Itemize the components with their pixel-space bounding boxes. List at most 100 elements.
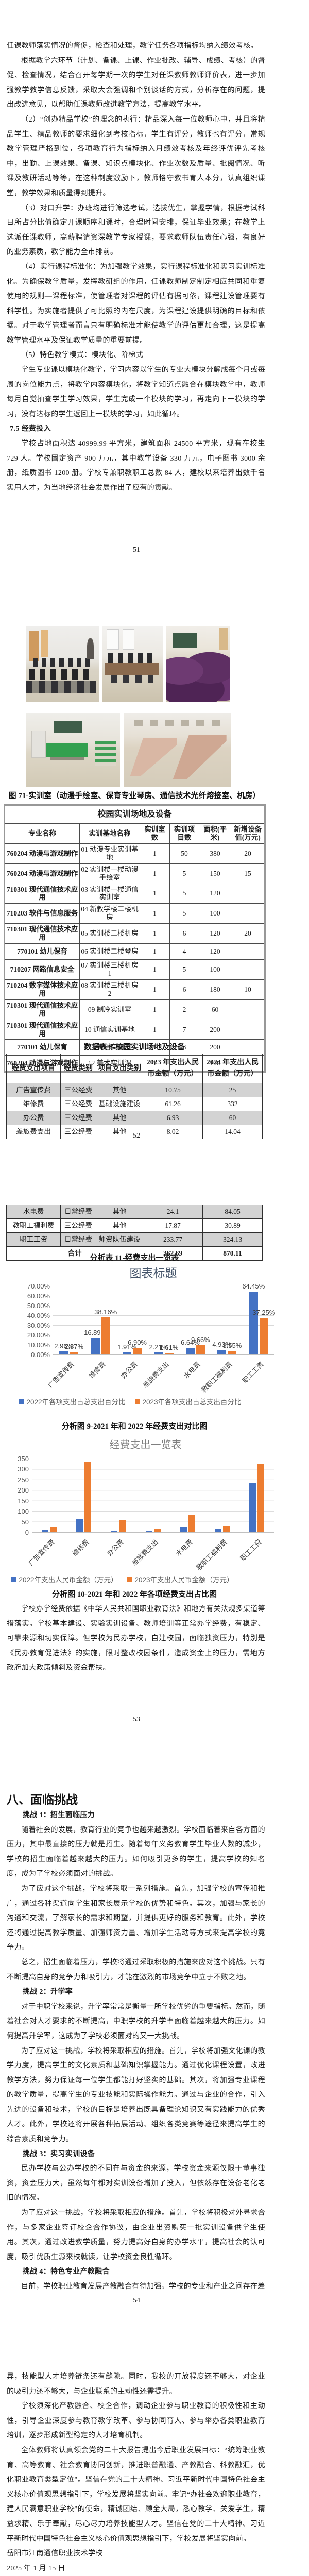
bar-data-label: 2.21% — [149, 1343, 168, 1351]
table-cell: 84.05 — [202, 1205, 263, 1219]
sub-heading: 挑战 1：招生面临压力 — [22, 1811, 95, 1819]
table-cell: 日常经费 — [60, 1232, 96, 1247]
table-row: 770101 幼儿保育 06 实训楼二楼琴房 1 4 120 — [4, 943, 266, 960]
bar-blue — [185, 1348, 195, 1354]
table-cell: 870.11 — [202, 1246, 263, 1261]
bar-data-label: 1.61% — [159, 1343, 179, 1351]
table-cell: 200 — [199, 1019, 231, 1040]
bar-blue — [59, 1351, 68, 1354]
table-cell: 60 — [202, 1111, 263, 1125]
paragraph: 目前，学校职业教育发展产教融合有待加强。学校的专业和产业之间存在差 — [21, 2283, 265, 2291]
photo-piano-room — [166, 626, 230, 702]
table-header-cell: 专业名称 — [4, 823, 80, 844]
bar-blue — [214, 1528, 221, 1532]
page54-text-block: 挑战 1：招生面临压力 随着社会的发展，教育行业的竞争也越来越激烈。学校面临着来自… — [7, 1808, 265, 2295]
wood-table-shape — [173, 735, 227, 779]
x-axis-labels: 广告宣传费 维修费 办公费 差旅费支出 水电费 教职工福利费 职工工资 — [46, 1355, 274, 1395]
table-cell: 710207 网路信息安全 — [4, 959, 80, 980]
table-title-cell: 校园实训场地及设备 — [4, 805, 266, 824]
table-cell: 三公经费 — [60, 1125, 96, 1139]
table-row: 710204 数字媒体技术应用 08 实训楼三楼机房 2 1 6 180 10 — [4, 979, 266, 1000]
table-row: 710301 现代通信技术应用 10 通信实训基地 1 7 200 — [4, 1019, 266, 1040]
bar-data-label: 3.55% — [222, 1342, 242, 1350]
table-cell: 1 — [140, 959, 170, 980]
window-shape — [123, 629, 135, 650]
data-table-8-caption: 数据表 8-校园实训场地及设备 — [83, 1043, 185, 1052]
table-row: 差旅费支出 三公经费 其他 8.02 14.04 — [6, 1125, 263, 1139]
table-cell: 三公经费 — [60, 1111, 96, 1125]
bar-blue — [217, 1349, 227, 1354]
monitor-row-shape — [33, 658, 92, 667]
bar-orange — [133, 1347, 142, 1354]
analysis-table-11-caption: 分析表 11-经费支出一览表 — [90, 1254, 179, 1262]
photo-computer-lab-2 — [102, 626, 163, 702]
desk-shape — [104, 663, 159, 675]
table-header-cell: 实训室数 — [140, 823, 170, 844]
bar-blue — [249, 1483, 256, 1532]
table-cell: 5 — [169, 903, 199, 924]
table-cell: 其他 — [96, 1125, 143, 1139]
table-cell: 1 — [140, 1019, 170, 1040]
table-row: 760204 动漫与游戏制作 01 动漫专业实训基地 1 50 380 20 — [4, 843, 266, 864]
table-row: 710301 现代通信技术应用 03 实训楼一楼通信实训室 1 5 120 — [4, 883, 266, 904]
table-cell: 5 — [169, 883, 199, 904]
table-cell: 11 舞蹈实训室 — [79, 1039, 140, 1056]
y-tick-label: 0.00% — [31, 1351, 50, 1359]
table-cell: 30.89 — [202, 1218, 263, 1233]
chart-plot-area: 70.00% 60.00% 50.00% 40.00% 30.00% 20.00% 10.0… — [27, 1282, 278, 1359]
table-cell: 6.93 — [143, 1111, 203, 1125]
table-cell: 770101 幼儿保育 — [4, 943, 80, 960]
table-cell: 20 — [230, 923, 266, 944]
paragraph: 学生专业课以模块化教学，学习内容以学生的专业大模块分解成每个月或每周的岗位能力点… — [7, 366, 265, 418]
paragraph: （3）对口升学：办班均进行筛选考试，选拔优生，掌握学情，根据考试科目所占分比值确… — [7, 204, 265, 257]
paragraph: 岳阳市江南通信职业技术学校 — [7, 2550, 103, 2558]
plot-gridlines: 2.96% 16.89% 1.91% 2.21% 6.64% 4.93% 64.45% 2.8… — [53, 1282, 275, 1355]
bar-orange — [188, 1514, 195, 1532]
table-cell: 150 — [199, 863, 231, 884]
bar-orange — [228, 1351, 237, 1354]
bar-orange — [101, 1317, 110, 1354]
bar-blue — [91, 1337, 100, 1354]
bar-data-label: 2.87% — [64, 1342, 84, 1350]
table-cell: 08 实训楼三楼机房 2 — [79, 979, 140, 1000]
legend-swatch — [19, 1399, 24, 1404]
bar-orange — [70, 1351, 79, 1354]
y-tick-label: 300 — [18, 1465, 29, 1473]
table-header-cell: 项目支出类别 — [96, 1054, 143, 1083]
photo-computer-lab-1 — [26, 626, 99, 702]
y-tick-label: 50 — [21, 1518, 29, 1526]
bar-blue — [154, 1352, 163, 1354]
table-cell: 教职工福利费 — [6, 1218, 61, 1233]
table-cell: 5 — [169, 959, 199, 980]
bar-orange — [222, 1526, 230, 1532]
table-cell: 4 — [169, 943, 199, 960]
legend-label: 2023年支出人民币金额（万元） — [134, 1576, 234, 1584]
monitor-row-shape — [28, 668, 94, 680]
page-number-51: 51 — [133, 546, 140, 554]
table-cell: 09 制冷实训室 — [79, 999, 140, 1020]
legend-label: 2023年各项支出占总支出百分比 — [142, 1398, 242, 1406]
y-tick-label: 30.00% — [27, 1321, 50, 1329]
table-header-cell: 实训基地名称 — [79, 823, 140, 844]
analysis-figure-9-caption: 分析图 9-2021 年和 2022 年经费支出对比图 — [61, 1422, 208, 1431]
bar-orange — [119, 1519, 126, 1532]
table-cell: 1 — [140, 923, 170, 944]
paragraph: 2025 年 1 月 15 日 — [7, 2564, 65, 2572]
table-cell: 其他 — [96, 1083, 143, 1097]
table-cell: 8.02 — [143, 1125, 203, 1139]
bar-data-label: 6.64% — [180, 1338, 200, 1347]
paragraph: 为了应对这个挑战，学校将采取一系列措施。首先，加强学校的宣传和推广，通过各种渠道… — [7, 1885, 265, 1952]
table-cell: 6 — [169, 979, 199, 1000]
table-cell — [230, 1039, 266, 1056]
table-cell: 广告宣传费 — [6, 1083, 61, 1097]
table-cell: 100 — [199, 959, 231, 980]
paragraph: 学校须深化产教融合、校企合作，调动企业参与职业教育的积极性和主动性，引导企业深度… — [7, 2402, 265, 2440]
table-header-cell: 新增设备值(万元) — [230, 823, 266, 844]
table-header-cell: 实训项目数 — [169, 823, 199, 844]
paragraph: 对于中职学校来说，升学率常常是衡量一所学校优劣的重要指标。然而，随着社会对人才要… — [7, 2003, 265, 2040]
sub-heading: 挑战 2：升学率 — [22, 1988, 73, 1996]
table-cell — [230, 1019, 266, 1040]
legend-swatch — [127, 1577, 132, 1582]
table-cell: 20 — [230, 843, 266, 864]
table-header-cell: 经费支出项目 — [6, 1054, 61, 1083]
